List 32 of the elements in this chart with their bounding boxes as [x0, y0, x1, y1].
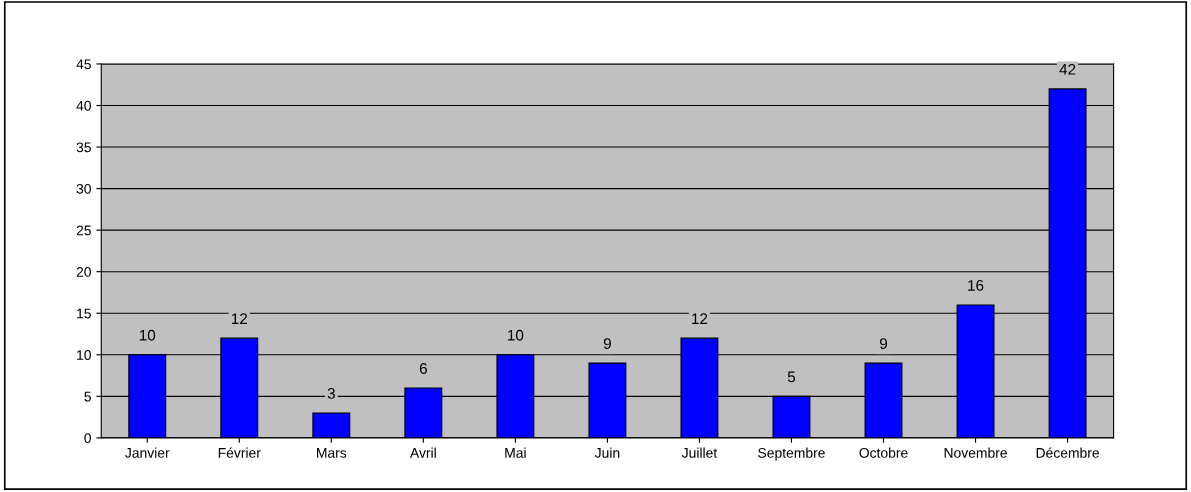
data-label: 42: [1059, 63, 1076, 75]
x-tick-label: Novembre: [944, 447, 1007, 458]
y-tick-label: 0: [84, 433, 91, 444]
data-label: 12: [692, 313, 708, 324]
x-tick-label: Septembre: [758, 447, 825, 461]
y-tick-label: 5: [84, 391, 91, 402]
x-tick-label: Janvier: [125, 447, 170, 458]
data-label: 10: [139, 329, 156, 341]
data-label: 10: [508, 329, 524, 341]
y-tick-label: 15: [77, 308, 91, 319]
x-tick-label: Octobre: [859, 447, 908, 458]
data-label: 5: [787, 371, 796, 383]
data-label: 9: [603, 338, 611, 349]
x-tick-label: Juin: [594, 447, 620, 458]
data-label: 16: [968, 279, 984, 291]
y-tick-label: 45: [76, 59, 91, 70]
data-label: 6: [419, 363, 427, 374]
y-tick-label: 25: [76, 225, 91, 236]
y-tick-label: 35: [76, 142, 91, 153]
x-tick-label: Février: [218, 447, 261, 458]
x-tick-label: Mars: [317, 448, 347, 458]
y-tick-label: 30: [76, 183, 91, 194]
y-tick-label: 10: [77, 350, 91, 360]
x-tick-label: Avril: [409, 447, 436, 458]
x-tick-label: Décembre: [1036, 447, 1099, 458]
data-label: 3: [327, 388, 335, 399]
y-tick-label: 40: [76, 100, 91, 111]
x-tick-label: Mai: [505, 447, 526, 458]
x-tick-label: Juillet: [681, 447, 718, 458]
y-tick-label: 20: [76, 267, 91, 277]
data-label: 9: [879, 338, 888, 349]
data-label: 12: [231, 313, 248, 324]
